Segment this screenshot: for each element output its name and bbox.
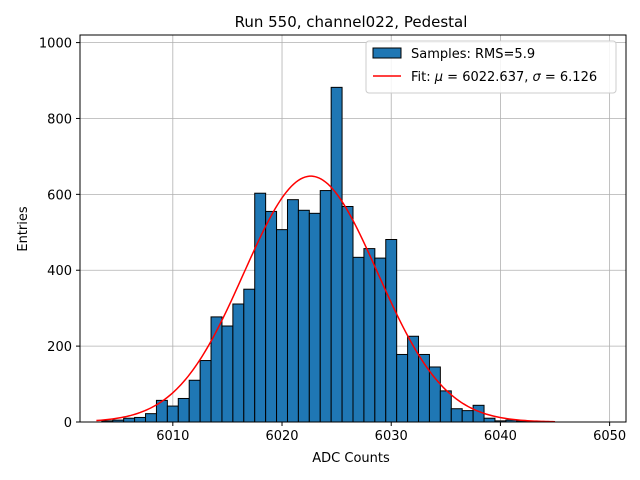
histogram-bar: [396, 353, 409, 423]
histogram-bar: [472, 404, 485, 423]
legend-fit-mu-symbol: μ: [434, 70, 443, 85]
histogram-bar: [428, 366, 441, 423]
y-axis-label: Entries: [16, 206, 31, 252]
histogram-bar: [145, 413, 157, 423]
y-tick-label: 400: [47, 264, 72, 279]
axis-ticks: 6010 6020 6030 6040 6050 0 200 400 600 800 1000: [39, 37, 626, 444]
histogram-bar: [461, 410, 474, 423]
legend-fit-sigma-value: = 6.126: [541, 70, 597, 85]
histogram-bar: [308, 212, 321, 423]
histogram-bar: [243, 288, 256, 423]
histogram-bar: [221, 325, 234, 423]
y-tick-label: 0: [64, 416, 72, 431]
histogram-bar: [286, 199, 299, 423]
histogram-bar: [363, 248, 376, 423]
histogram-bar: [341, 205, 354, 423]
y-tick-label: 800: [47, 112, 72, 127]
legend-fit-sigma-symbol: σ: [533, 70, 542, 85]
histogram-bars: [101, 86, 540, 423]
y-tick-label: 1000: [39, 37, 72, 52]
histogram-bar: [439, 390, 452, 423]
fit-curve: [96, 175, 556, 423]
x-tick-label: 6030: [375, 429, 408, 444]
y-tick-label: 600: [47, 188, 72, 203]
legend-swatch-samples: [372, 47, 402, 59]
histogram-bar: [232, 303, 245, 423]
histogram-bar: [407, 335, 420, 423]
histogram-bar: [450, 408, 463, 423]
x-tick-label: 6050: [593, 429, 626, 444]
legend: Samples: RMS=5.9 Fit: μ = 6022.637, σ = …: [365, 40, 617, 94]
histogram-bar: [210, 316, 223, 423]
x-tick-label: 6020: [265, 429, 298, 444]
legend-label-fit: Fit: μ = 6022.637, σ = 6.126: [411, 70, 597, 85]
chart-title: Run 550, channel022, Pedestal: [235, 13, 468, 31]
histogram-bar: [199, 360, 212, 423]
histogram-bar: [177, 397, 190, 423]
histogram-bar: [374, 257, 387, 423]
legend-box: [365, 40, 617, 94]
histogram-bar: [319, 190, 332, 423]
legend-fit-mu-value: = 6022.637,: [443, 70, 532, 85]
legend-fit-prefix: Fit:: [411, 70, 435, 85]
histogram-bar: [483, 417, 496, 423]
legend-label-samples: Samples: RMS=5.9: [411, 47, 535, 62]
x-axis-label: ADC Counts: [312, 451, 390, 466]
x-tick-label: 6010: [156, 429, 189, 444]
histogram-bar: [166, 405, 179, 423]
histogram-bar: [188, 379, 201, 423]
axes-frame: [79, 34, 627, 423]
histogram-bar: [254, 192, 267, 423]
histogram-bar: [134, 416, 147, 423]
histogram-bar: [265, 210, 278, 423]
histogram-bar: [123, 417, 136, 423]
histogram-bar: [330, 86, 343, 423]
histogram-bar: [276, 229, 288, 423]
y-tick-label: 200: [47, 340, 72, 355]
histogram-bar: [297, 209, 310, 423]
x-tick-label: 6040: [484, 429, 517, 444]
histogram-bar: [352, 256, 365, 423]
histogram-bar: [385, 239, 398, 423]
histogram-bar: [418, 353, 430, 423]
